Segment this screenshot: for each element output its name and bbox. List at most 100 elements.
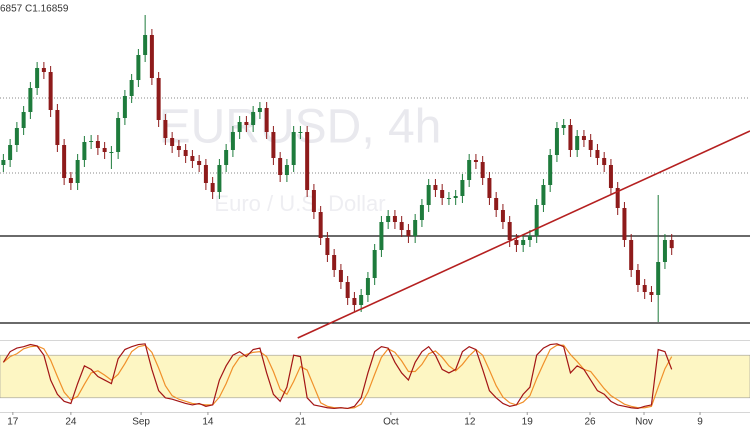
oscillator-line bbox=[2, 343, 673, 410]
candle-body bbox=[359, 295, 364, 305]
candle-body bbox=[480, 162, 485, 178]
candle-body bbox=[372, 250, 377, 278]
candle-body bbox=[149, 35, 154, 78]
x-tick-label: Sep bbox=[132, 417, 150, 428]
candle-body bbox=[95, 141, 100, 148]
candle-body bbox=[440, 190, 445, 198]
candle-body bbox=[588, 140, 593, 150]
watermark-subtitle: Euro / U.S. Dollar bbox=[214, 191, 385, 216]
candle-body bbox=[541, 185, 546, 205]
candle-body bbox=[642, 285, 647, 292]
candle-body bbox=[8, 145, 13, 160]
oscillator-band bbox=[0, 354, 750, 399]
candle-body bbox=[284, 165, 289, 175]
candle-body bbox=[183, 150, 188, 156]
candle-body bbox=[163, 120, 168, 138]
x-tick-label: 9 bbox=[697, 417, 703, 428]
candle-body bbox=[602, 158, 607, 165]
candle-body bbox=[257, 108, 262, 112]
candle-body bbox=[244, 122, 249, 125]
candle-body bbox=[156, 78, 161, 120]
candle-body bbox=[1, 160, 6, 165]
candle-body bbox=[534, 205, 539, 236]
x-tick-label: 14 bbox=[202, 417, 214, 428]
candle-body bbox=[426, 185, 431, 205]
x-tick-label: Oct bbox=[383, 417, 399, 428]
candle-body bbox=[500, 210, 505, 222]
x-tick-label: 24 bbox=[65, 417, 77, 428]
candle-body bbox=[278, 158, 283, 175]
candle-body bbox=[298, 132, 303, 133]
candle-body bbox=[399, 222, 404, 230]
x-tick-label: 17 bbox=[7, 417, 19, 428]
candle-body bbox=[460, 180, 465, 196]
candle-body bbox=[615, 188, 620, 208]
candle-body bbox=[203, 165, 208, 183]
candle-body bbox=[507, 222, 512, 240]
candle-body bbox=[210, 183, 215, 192]
x-tick-label: 12 bbox=[464, 417, 476, 428]
candle-body bbox=[170, 138, 175, 146]
candle-body bbox=[487, 178, 492, 198]
candle-body bbox=[561, 125, 566, 128]
x-tick-label: 26 bbox=[584, 417, 596, 428]
candle-body bbox=[35, 68, 40, 88]
candle-body bbox=[251, 112, 256, 125]
candle-body bbox=[453, 196, 458, 198]
candle-body bbox=[379, 222, 384, 250]
candle-body bbox=[568, 125, 573, 150]
candle-body bbox=[467, 160, 472, 180]
candle-body bbox=[656, 262, 661, 295]
oscillator-panel bbox=[0, 343, 750, 410]
candle-body bbox=[75, 160, 80, 183]
candle-body bbox=[264, 108, 269, 132]
candle-body bbox=[89, 141, 94, 142]
trend-line bbox=[297, 130, 750, 339]
candle-body bbox=[386, 216, 391, 222]
candle-body bbox=[473, 160, 478, 162]
candle-body bbox=[230, 132, 235, 150]
candle-body bbox=[669, 240, 674, 249]
candle-body bbox=[143, 35, 148, 55]
legend-text: 6857 C1.16859 bbox=[0, 4, 69, 15]
candle-body bbox=[55, 110, 60, 145]
candle-body bbox=[662, 240, 667, 262]
candle-body bbox=[62, 145, 67, 178]
candle-body bbox=[514, 240, 519, 245]
candle-body bbox=[325, 238, 330, 255]
candle-body bbox=[554, 128, 559, 155]
x-tick-label: Nov bbox=[635, 417, 653, 428]
candle-body bbox=[271, 132, 276, 158]
candle-body bbox=[116, 118, 121, 152]
candle-body bbox=[197, 161, 202, 165]
price-panel bbox=[0, 15, 750, 339]
candle-body bbox=[129, 80, 134, 96]
candle-body bbox=[649, 292, 654, 295]
candle-body bbox=[68, 178, 73, 183]
candle-body bbox=[521, 240, 526, 245]
candle-body bbox=[14, 128, 19, 145]
candle-body bbox=[608, 165, 613, 188]
candle-body bbox=[122, 96, 127, 118]
candle-body bbox=[629, 240, 634, 270]
candle-body bbox=[237, 122, 242, 132]
candle-body bbox=[365, 278, 370, 295]
candle-body bbox=[311, 190, 316, 212]
x-tick-label: 21 bbox=[295, 417, 307, 428]
candle-body bbox=[494, 198, 499, 210]
candle-body bbox=[338, 270, 343, 282]
candle-body bbox=[190, 156, 195, 161]
candle-body bbox=[332, 255, 337, 270]
candle-body bbox=[291, 132, 296, 165]
candle-body bbox=[82, 142, 87, 160]
candle-body bbox=[305, 132, 310, 190]
candle-body bbox=[595, 150, 600, 158]
candle-body bbox=[575, 136, 580, 150]
candle-body bbox=[406, 230, 411, 236]
candle-body bbox=[622, 208, 627, 240]
candle-body bbox=[548, 155, 553, 185]
candle-body bbox=[102, 148, 107, 152]
candle-body bbox=[433, 185, 438, 190]
